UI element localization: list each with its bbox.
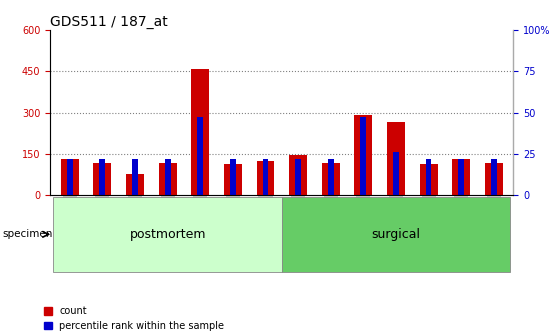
Bar bbox=[93, 163, 112, 195]
Bar bbox=[458, 159, 464, 195]
Bar bbox=[165, 159, 171, 195]
Bar bbox=[198, 118, 203, 195]
Bar bbox=[99, 159, 105, 195]
Text: GDS511 / 187_at: GDS511 / 187_at bbox=[50, 15, 168, 29]
Bar bbox=[322, 163, 340, 195]
Bar bbox=[328, 159, 334, 195]
Bar bbox=[132, 159, 138, 195]
Bar bbox=[126, 174, 144, 195]
Bar bbox=[67, 159, 73, 195]
Bar bbox=[387, 122, 405, 195]
Bar bbox=[491, 159, 497, 195]
Text: surgical: surgical bbox=[372, 228, 420, 241]
Bar bbox=[354, 115, 372, 195]
Bar bbox=[230, 159, 236, 195]
Bar bbox=[360, 118, 366, 195]
Bar bbox=[452, 159, 470, 195]
Bar bbox=[289, 155, 307, 195]
Bar bbox=[485, 163, 503, 195]
Bar bbox=[191, 69, 209, 195]
Bar bbox=[393, 152, 399, 195]
Bar bbox=[61, 159, 79, 195]
Bar bbox=[295, 159, 301, 195]
Text: postmortem: postmortem bbox=[129, 228, 206, 241]
Bar bbox=[257, 161, 275, 195]
Text: specimen: specimen bbox=[3, 229, 53, 239]
Bar bbox=[263, 159, 268, 195]
Bar bbox=[224, 164, 242, 195]
Bar bbox=[426, 159, 431, 195]
Bar bbox=[420, 164, 437, 195]
Legend: count, percentile rank within the sample: count, percentile rank within the sample bbox=[44, 306, 224, 331]
Bar bbox=[158, 163, 176, 195]
